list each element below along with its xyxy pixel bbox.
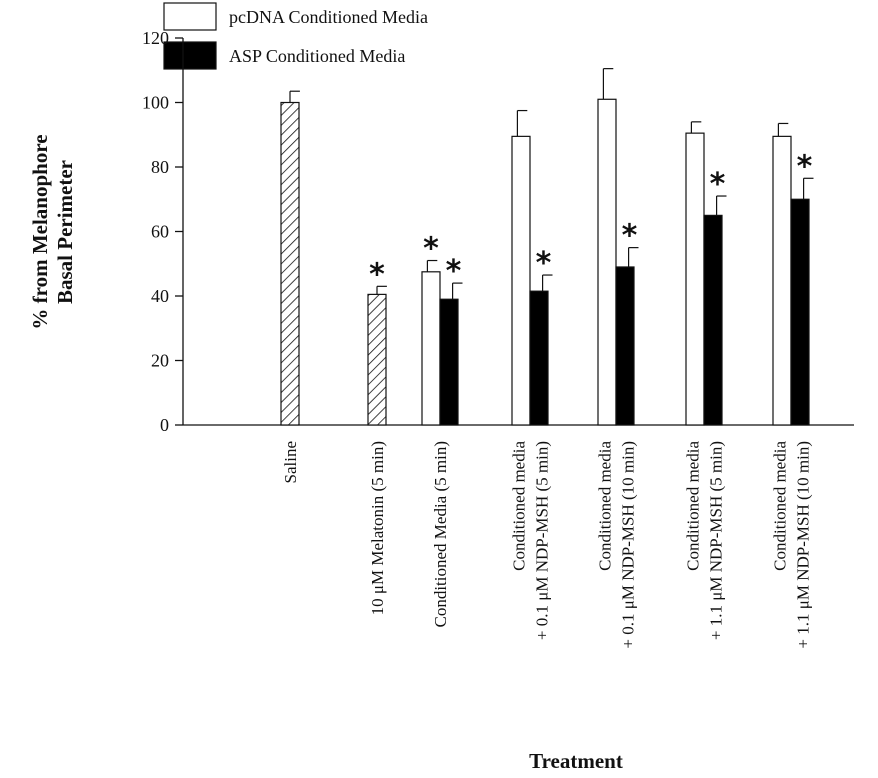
x-axis-tick-labels: Saline 10 μM Melatonin (5 min) Conditioned… [281, 441, 813, 649]
x-tick-label: + 0.1 μM NDP-MSH (10 min) [619, 441, 638, 649]
bars: *** **** [280, 68, 814, 426]
significance-marker: * [423, 232, 439, 267]
bar [615, 266, 635, 426]
bar [280, 101, 300, 426]
x-tick-label: Conditioned media [510, 441, 529, 571]
x-axis-title: Treatment [529, 749, 623, 773]
x-tick-label: Conditioned media [771, 441, 790, 571]
bar [421, 271, 441, 426]
legend: pcDNA Conditioned Media ASP Conditioned … [163, 2, 428, 70]
x-tick-label: + 1.1 μM NDP-MSH (5 min) [707, 441, 726, 640]
legend-swatch-pcdna [163, 2, 217, 31]
bar [790, 198, 810, 426]
x-tick-label: 10 μM Melatonin (5 min) [368, 441, 387, 615]
y-tick-label: 120 [142, 28, 169, 48]
x-tick-label: + 1.1 μM NDP-MSH (10 min) [794, 441, 813, 649]
bar [529, 290, 549, 426]
y-tick-label: 100 [142, 93, 169, 113]
bar [439, 298, 459, 426]
legend-label-pcdna: pcDNA Conditioned Media [229, 7, 428, 27]
y-tick-label: 0 [160, 415, 169, 435]
bar [597, 98, 617, 426]
significance-marker: * [622, 219, 638, 254]
bar [685, 132, 705, 426]
significance-marker: * [369, 257, 385, 292]
y-tick-label: 60 [151, 222, 169, 242]
y-axis-title-line-2: Basal Perimeter [53, 160, 77, 304]
significance-marker: * [797, 149, 813, 184]
y-tick-label: 40 [151, 286, 169, 306]
significance-marker: * [710, 167, 726, 202]
x-tick-label: Conditioned media [596, 441, 615, 571]
legend-swatch-asp [163, 41, 217, 70]
x-tick-label: Conditioned media [684, 441, 703, 571]
bar [511, 135, 531, 426]
y-axis-title-line-1: % from Melanophore [28, 134, 52, 329]
x-tick-label: Saline [281, 441, 300, 484]
y-tick-label: 80 [151, 157, 169, 177]
significance-marker: * [536, 246, 552, 281]
legend-label-asp: ASP Conditioned Media [229, 46, 405, 66]
bar [772, 135, 792, 426]
x-tick-label: + 0.1 μM NDP-MSH (5 min) [533, 441, 552, 640]
bar [367, 293, 387, 426]
x-tick-label: Conditioned Media (5 min) [431, 441, 450, 628]
y-axis-ticks: 0 20 40 60 80 100 120 [142, 28, 183, 435]
y-tick-label: 20 [151, 351, 169, 371]
significance-marker: * [446, 254, 462, 289]
bar [703, 214, 723, 426]
